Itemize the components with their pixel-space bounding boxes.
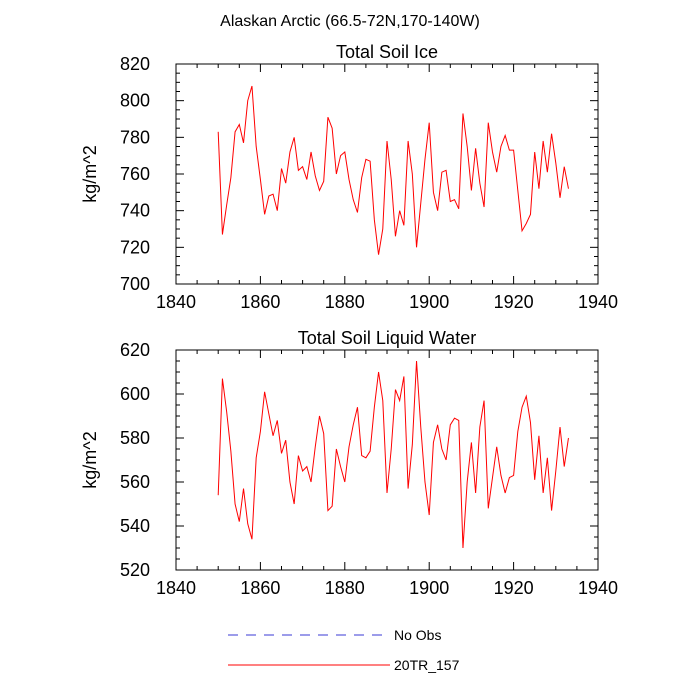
panel-1: Total Soil Ice kg/m^2 700 720 740 760 780 800 82… <box>80 42 618 312</box>
figure-suptitle: Alaskan Arctic (66.5-72N,170-140W) <box>220 13 480 30</box>
plot-frame <box>175 63 599 285</box>
y-tick-label: 560 <box>120 472 150 492</box>
y-tick-label: 700 <box>120 274 150 294</box>
y-tick-label: 760 <box>120 164 150 184</box>
y-tick-label: 600 <box>120 384 150 404</box>
panel-title: Total Soil Ice <box>336 42 438 62</box>
x-tick-label: 1880 <box>325 578 365 598</box>
panel-title: Total Soil Liquid Water <box>298 328 476 348</box>
y-axis-label: kg/m^2 <box>80 431 100 488</box>
y-tick-label: 540 <box>120 516 150 536</box>
y-tick-label: 520 <box>120 560 150 580</box>
legend-label: No Obs <box>394 627 441 643</box>
panel-2: Total Soil Liquid Water kg/m^2 520 540 560 58… <box>80 328 618 598</box>
legend: No Obs 20TR_157 <box>228 627 460 673</box>
x-tick-label: 1920 <box>494 578 534 598</box>
x-tick-label: 1860 <box>240 292 280 312</box>
x-tick-label: 1940 <box>578 578 618 598</box>
y-tick-label: 800 <box>120 91 150 111</box>
y-tick-label: 820 <box>120 54 150 74</box>
x-tick-label: 1900 <box>409 578 449 598</box>
legend-item: 20TR_157 <box>228 657 460 673</box>
legend-item: No Obs <box>228 627 441 643</box>
series-line-20tr-157 <box>217 85 569 255</box>
y-tick-label: 720 <box>120 237 150 257</box>
x-tick-label: 1900 <box>409 292 449 312</box>
plot-frame <box>175 349 599 571</box>
y-tick-label: 740 <box>120 201 150 221</box>
y-axis-label: kg/m^2 <box>80 145 100 202</box>
y-tick-label: 620 <box>120 340 150 360</box>
x-tick-label: 1840 <box>156 578 196 598</box>
x-tick-label: 1840 <box>156 292 196 312</box>
x-tick-label: 1920 <box>494 292 534 312</box>
legend-label: 20TR_157 <box>394 657 460 673</box>
y-tick-label: 580 <box>120 428 150 448</box>
x-tick-label: 1860 <box>240 578 280 598</box>
y-tick-label: 780 <box>120 127 150 147</box>
panels: Total Soil Ice kg/m^2 700 720 740 760 780 800 82… <box>80 42 618 598</box>
x-tick-label: 1880 <box>325 292 365 312</box>
x-tick-label: 1940 <box>578 292 618 312</box>
series-line-20tr-157 <box>217 360 569 549</box>
